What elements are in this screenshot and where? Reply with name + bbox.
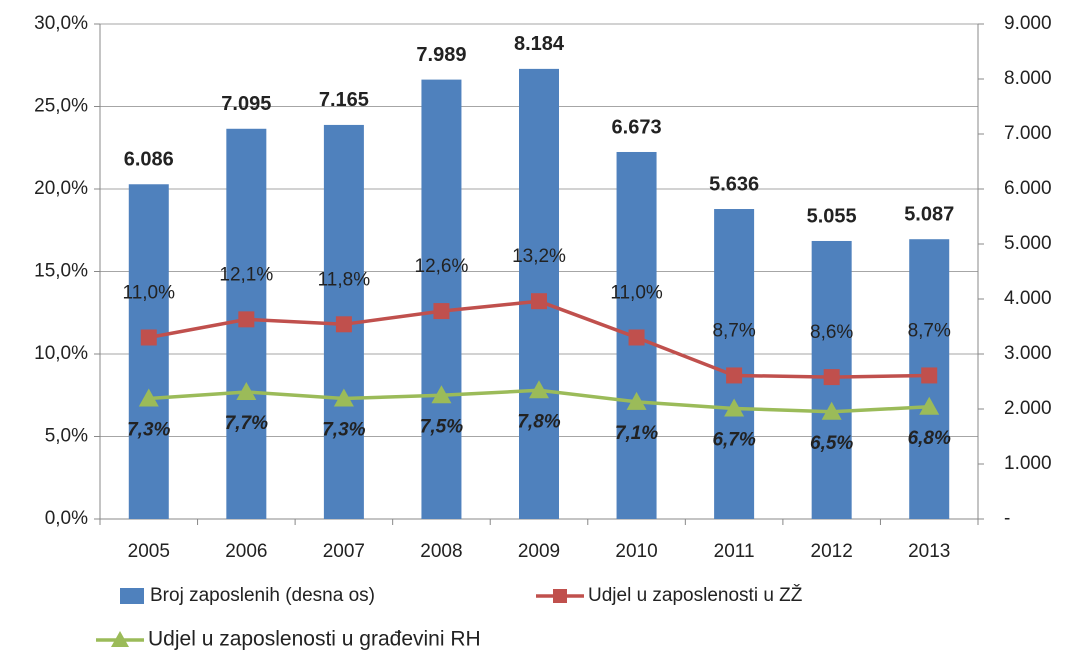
- marker: [724, 398, 745, 417]
- y2-tick-label: 8.000: [1004, 68, 1052, 89]
- bar-label: 6.086: [124, 149, 174, 171]
- marker: [823, 369, 840, 386]
- marker: [921, 367, 938, 384]
- marker: [335, 316, 352, 333]
- x-tick-label: 2006: [225, 541, 267, 562]
- x-tick-label: 2010: [615, 541, 657, 562]
- data-label: 12,1%: [219, 264, 273, 285]
- data-label: 7,5%: [420, 416, 463, 437]
- data-label: 6,5%: [810, 433, 853, 454]
- y2-tick-label: 4.000: [1004, 288, 1052, 309]
- data-label: 8,6%: [810, 322, 853, 343]
- data-label: 7,3%: [127, 420, 170, 441]
- bar-label: 5.055: [807, 205, 857, 227]
- data-label: 7,1%: [615, 423, 658, 444]
- y-tick-label: 0,0%: [45, 508, 88, 529]
- y2-tick-label: -: [1004, 508, 1010, 529]
- x-tick-label: 2008: [420, 541, 462, 562]
- marker: [433, 303, 450, 320]
- y2-tick-label: 1.000: [1004, 453, 1052, 474]
- y2-tick-label: 2.000: [1004, 398, 1052, 419]
- data-label: 6,7%: [712, 429, 755, 450]
- x-tick-label: 2007: [323, 541, 365, 562]
- bar: [714, 209, 755, 519]
- bar-label: 7.989: [416, 44, 466, 66]
- bar-label: 5.636: [709, 173, 759, 195]
- marker: [628, 329, 645, 346]
- y2-tick-label: 9.000: [1004, 13, 1052, 34]
- y-tick-label: 20,0%: [34, 178, 88, 199]
- data-label: 11,0%: [123, 283, 176, 304]
- marker: [238, 311, 255, 328]
- legend-label: Broj zaposlenih (desna os): [150, 585, 375, 606]
- marker: [726, 367, 743, 384]
- x-tick-label: 2009: [518, 541, 560, 562]
- bar-label: 6.673: [612, 116, 662, 138]
- bar: [421, 79, 462, 519]
- legend-marker: [111, 631, 129, 647]
- marker: [821, 401, 842, 420]
- marker: [333, 388, 354, 407]
- y-tick-label: 5,0%: [45, 426, 88, 447]
- x-tick-label: 2011: [714, 541, 755, 562]
- data-label: 8,7%: [908, 320, 951, 341]
- data-label: 11,8%: [318, 269, 371, 290]
- data-label: 7,7%: [225, 413, 268, 434]
- x-tick-label: 2012: [811, 541, 853, 562]
- marker: [531, 293, 547, 310]
- y2-tick-label: 3.000: [1004, 343, 1052, 364]
- marker: [140, 329, 157, 346]
- legend-label: Udjel u zaposlenosti u ZŽ: [588, 584, 803, 606]
- data-label: 7,8%: [517, 411, 560, 432]
- marker: [236, 381, 257, 400]
- legend-swatch: [120, 588, 144, 604]
- y-tick-label: 30,0%: [34, 13, 88, 34]
- marker: [529, 380, 549, 399]
- data-label: 7,3%: [322, 420, 365, 441]
- legend-marker: [553, 589, 567, 603]
- marker: [919, 396, 940, 415]
- bar-label: 8.184: [514, 33, 565, 55]
- marker: [626, 391, 647, 410]
- legend-label: Udjel u zaposlenosti u građevini RH: [148, 628, 481, 651]
- x-tick-label: 2005: [128, 541, 170, 562]
- data-label: 6,8%: [908, 428, 951, 449]
- bar-label: 7.165: [319, 89, 369, 111]
- y-tick-label: 10,0%: [34, 343, 88, 364]
- marker: [138, 388, 159, 407]
- y-tick-label: 25,0%: [34, 96, 88, 117]
- data-label: 13,2%: [512, 246, 566, 267]
- y2-tick-label: 5.000: [1004, 233, 1052, 254]
- data-label: 11,0%: [610, 283, 663, 304]
- y-tick-label: 15,0%: [34, 261, 88, 282]
- y2-tick-label: 6.000: [1004, 178, 1052, 199]
- bar-label: 7.095: [221, 93, 271, 115]
- y2-tick-label: 7.000: [1004, 123, 1052, 144]
- data-label: 12,6%: [415, 256, 469, 277]
- marker: [431, 385, 452, 404]
- bar: [128, 184, 169, 519]
- x-tick-label: 2013: [908, 541, 950, 562]
- data-label: 8,7%: [712, 320, 755, 341]
- bar-label: 5.087: [904, 203, 954, 225]
